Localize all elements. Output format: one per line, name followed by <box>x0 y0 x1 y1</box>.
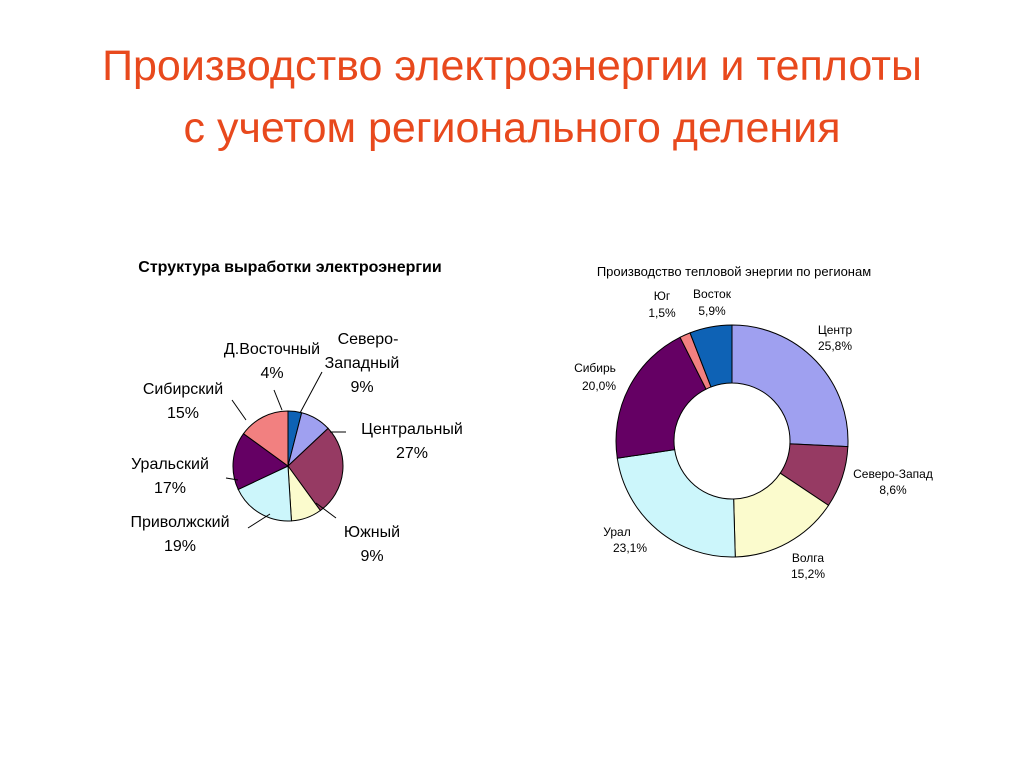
donut-label-name: Волга <box>792 551 825 565</box>
pie-slice <box>242 410 289 467</box>
pie-label-value: 4% <box>260 365 283 382</box>
donut-chart-title: Производство тепловой энергии по региона… <box>597 264 871 279</box>
electricity-pie-chart <box>232 410 344 522</box>
donut-label-name: Юг <box>654 289 671 303</box>
pie-label-name: Центральный <box>361 421 463 438</box>
slide-title-line1: Производство электроэнергии и теплоты <box>102 42 922 90</box>
pie-leader-lines <box>225 371 346 529</box>
donut-label-value: 20,0% <box>582 379 616 393</box>
donut-label-value: 23,1% <box>613 541 647 555</box>
donut-label-value: 5,9% <box>698 304 726 318</box>
donut-label-name: Восток <box>693 287 732 301</box>
pie-label-name: Уральский <box>131 456 209 473</box>
pie-label-value: 9% <box>350 379 373 396</box>
donut-label-name: Урал <box>603 525 630 539</box>
donut-slice <box>731 324 849 448</box>
pie-label-name: Сибирский <box>143 381 223 398</box>
donut-slice <box>615 336 707 459</box>
donut-label-value: 15,2% <box>791 567 825 581</box>
pie-slice <box>232 432 289 491</box>
slide-title-line2: с учетом регионального деления <box>183 104 841 152</box>
pie-slice <box>237 465 292 522</box>
pie-chart-title: Структура выработки электроэнергии <box>138 259 441 276</box>
pie-label-name: Северо- <box>338 331 399 348</box>
pie-label-value: 15% <box>167 405 199 422</box>
pie-label-value: 27% <box>396 445 428 462</box>
donut-label-value: 1,5% <box>648 306 676 320</box>
heat-donut-chart <box>615 324 849 558</box>
donut-slice <box>616 449 736 558</box>
donut-label-name: Центр <box>818 323 853 337</box>
donut-label-name: Сибирь <box>574 361 616 375</box>
pie-label-value: 19% <box>164 538 196 555</box>
donut-label-name: Северо-Запад <box>853 467 933 481</box>
donut-slice <box>689 324 733 388</box>
pie-label-name: Приволжский <box>130 514 229 531</box>
pie-label-name: Западный <box>325 355 400 372</box>
donut-label-value: 25,8% <box>818 339 852 353</box>
pie-label-value: 9% <box>360 548 383 565</box>
pie-label-name: Д.Восточный <box>224 341 320 358</box>
donut-label-value: 8,6% <box>879 483 907 497</box>
pie-label-value: 17% <box>154 480 186 497</box>
pie-label-name: Южный <box>344 524 400 541</box>
pie-slice <box>287 427 344 512</box>
